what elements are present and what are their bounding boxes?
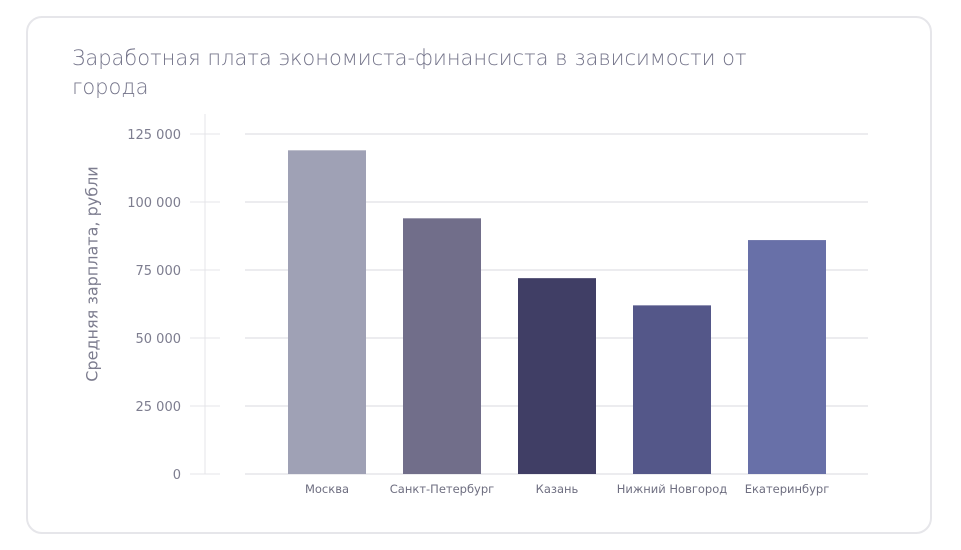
y-tick-label: 25 000 bbox=[136, 400, 182, 415]
y-tick-label: 50 000 bbox=[136, 332, 182, 347]
x-tick-label: Санкт-Петербург bbox=[390, 482, 494, 496]
y-tick-label: 125 000 bbox=[127, 128, 181, 143]
bar-1 bbox=[288, 150, 366, 474]
y-tick-label: 75 000 bbox=[136, 264, 182, 279]
bar-3 bbox=[518, 278, 596, 474]
y-tick-label: 0 bbox=[173, 468, 181, 483]
bar-4 bbox=[633, 305, 711, 474]
x-tick-label: Нижний Новгород bbox=[617, 482, 727, 496]
x-tick-label: Москва bbox=[305, 482, 349, 496]
bar-2 bbox=[403, 218, 481, 474]
chart-title: Заработная плата экономиста-финансиста в… bbox=[72, 46, 747, 99]
x-tick-label: Казань bbox=[536, 482, 579, 496]
x-tick-label: Екатеринбург bbox=[745, 482, 830, 496]
bar-5 bbox=[748, 240, 826, 474]
y-tick-label: 100 000 bbox=[127, 196, 181, 211]
